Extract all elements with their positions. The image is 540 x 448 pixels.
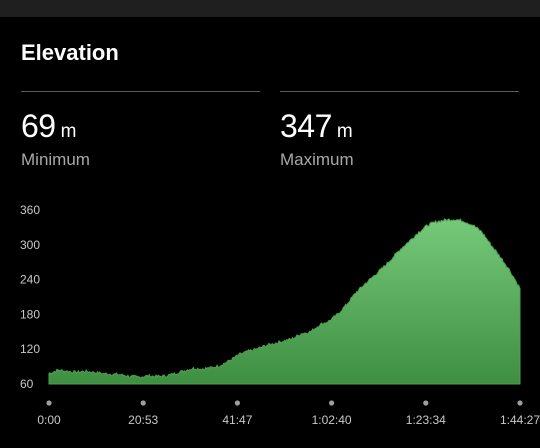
x-tick-label: 20:53 — [128, 413, 158, 427]
x-tick-dot — [140, 400, 146, 406]
x-tick-label: 1:02:40 — [312, 413, 352, 427]
x-tick-dot — [329, 400, 335, 406]
minimum-unit: m — [60, 121, 77, 142]
x-tick-dot — [46, 400, 52, 406]
divider-right — [280, 91, 519, 92]
x-tick-label: 1:44:27 — [500, 413, 540, 427]
maximum-value: 347 — [280, 108, 332, 144]
x-tick-dot — [234, 400, 240, 406]
maximum-stat: 347 m Maximum — [280, 108, 354, 170]
top-bar — [0, 0, 540, 17]
y-tick-label: 300 — [20, 238, 40, 252]
minimum-stat: 69 m Minimum — [21, 108, 90, 170]
y-tick-label: 240 — [20, 273, 40, 287]
y-tick-label: 360 — [20, 203, 40, 217]
x-tick-label: 1:23:34 — [406, 413, 446, 427]
divider-left — [21, 91, 260, 92]
section-title: Elevation — [21, 40, 119, 65]
x-tick-dot — [423, 400, 429, 406]
minimum-value: 69 — [21, 108, 56, 144]
y-tick-label: 180 — [20, 307, 40, 321]
x-axis: 0:00 20:53 41:47 1:02:40 1:23:34 1:44:27 — [37, 400, 540, 427]
x-tick-label: 41:47 — [222, 413, 252, 427]
elevation-chart: 360 300 240 180 120 60 0:00 20:53 41:47 1:02:40 1… — [20, 203, 540, 427]
y-axis-ticks: 360 300 240 180 120 60 — [20, 203, 40, 391]
y-tick-label: 60 — [20, 377, 34, 391]
x-tick-dot — [517, 400, 523, 406]
x-tick-label: 0:00 — [37, 413, 61, 427]
maximum-label: Maximum — [280, 150, 354, 169]
maximum-unit: m — [336, 121, 353, 142]
elevation-area — [48, 218, 521, 385]
y-tick-label: 120 — [20, 342, 40, 356]
minimum-label: Minimum — [21, 150, 90, 169]
